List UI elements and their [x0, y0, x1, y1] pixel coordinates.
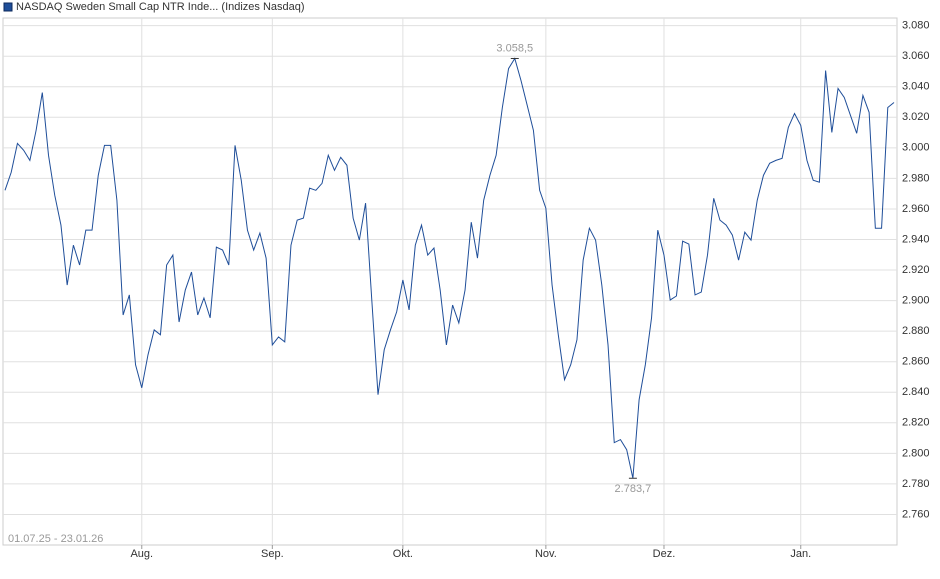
x-tick-label: Nov.	[535, 548, 557, 560]
plot-frame	[2, 17, 898, 546]
y-tick-label: 2.760	[902, 508, 930, 520]
y-tick-label: 2.800	[902, 447, 930, 459]
y-tick-label: 2.840	[902, 386, 930, 398]
y-tick-label: 2.980	[902, 172, 930, 184]
x-tick-label: Okt.	[393, 548, 413, 560]
value-label: 2.783,7	[615, 483, 652, 495]
date-range: 01.07.25 - 23.01.26	[8, 533, 103, 545]
y-tick-label: 2.940	[902, 233, 930, 245]
y-tick-label: 2.880	[902, 325, 930, 337]
chart-title: NASDAQ Sweden Small Cap NTR Inde... (Ind…	[16, 1, 305, 13]
y-tick-label: 2.820	[902, 417, 930, 429]
y-tick-label: 2.900	[902, 295, 930, 307]
x-tick-label: Aug.	[130, 548, 153, 560]
y-tick-label: 3.060	[902, 50, 930, 62]
y-tick-label: 2.860	[902, 356, 930, 368]
y-tick-label: 2.960	[902, 203, 930, 215]
x-tick-label: Dez.	[653, 548, 676, 560]
legend-swatch	[3, 2, 13, 12]
value-label: 3.058,5	[496, 42, 533, 54]
y-tick-label: 3.000	[902, 142, 930, 154]
y-tick-label: 3.080	[902, 20, 930, 32]
y-tick-label: 2.780	[902, 478, 930, 490]
x-tick-label: Jan.	[790, 548, 811, 560]
y-tick-label: 3.020	[902, 111, 930, 123]
x-tick-label: Sep.	[261, 548, 284, 560]
price-line	[4, 57, 895, 479]
y-tick-label: 3.040	[902, 81, 930, 93]
y-tick-label: 2.920	[902, 264, 930, 276]
